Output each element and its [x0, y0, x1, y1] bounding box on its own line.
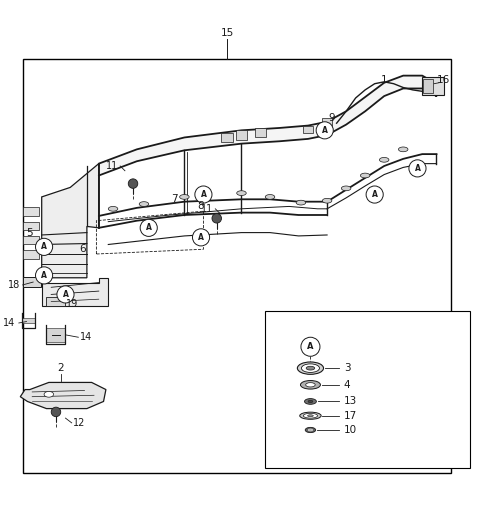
- Text: 14: 14: [3, 318, 15, 328]
- Ellipse shape: [341, 186, 351, 190]
- Ellipse shape: [44, 392, 54, 397]
- Text: 13: 13: [344, 396, 357, 406]
- Text: A: A: [372, 190, 378, 199]
- Polygon shape: [42, 164, 99, 278]
- Bar: [23, 207, 39, 216]
- Text: 6: 6: [79, 244, 85, 254]
- Ellipse shape: [398, 147, 408, 152]
- Text: 9: 9: [328, 113, 335, 123]
- Bar: [221, 133, 233, 142]
- Bar: [255, 128, 266, 138]
- Text: 10: 10: [344, 425, 357, 435]
- Text: 16: 16: [437, 75, 450, 85]
- Text: 17: 17: [344, 411, 357, 421]
- Ellipse shape: [305, 427, 316, 433]
- Text: 2: 2: [58, 363, 64, 373]
- Circle shape: [195, 186, 212, 203]
- Text: 11: 11: [201, 204, 213, 214]
- Ellipse shape: [306, 366, 315, 370]
- Ellipse shape: [304, 399, 316, 404]
- Text: A: A: [307, 342, 314, 351]
- Bar: [323, 118, 332, 125]
- Bar: [236, 131, 247, 140]
- Circle shape: [36, 267, 53, 284]
- Ellipse shape: [323, 198, 332, 203]
- Text: A: A: [62, 290, 69, 299]
- Ellipse shape: [301, 364, 320, 372]
- Ellipse shape: [108, 206, 118, 211]
- Circle shape: [51, 407, 61, 417]
- Circle shape: [212, 213, 221, 223]
- Circle shape: [366, 186, 383, 203]
- Ellipse shape: [237, 190, 246, 196]
- Ellipse shape: [360, 173, 370, 178]
- Ellipse shape: [379, 157, 389, 162]
- Text: A: A: [41, 242, 47, 251]
- Text: 19: 19: [65, 299, 78, 309]
- Text: 8: 8: [198, 202, 204, 211]
- Text: A: A: [415, 164, 420, 173]
- Circle shape: [192, 229, 210, 246]
- Ellipse shape: [308, 429, 312, 431]
- Ellipse shape: [300, 412, 321, 419]
- Circle shape: [128, 179, 138, 188]
- Ellipse shape: [308, 400, 313, 403]
- Text: 4: 4: [344, 380, 350, 390]
- Text: A: A: [198, 233, 204, 242]
- Bar: [23, 59, 451, 473]
- Bar: [265, 311, 470, 468]
- Text: 15: 15: [221, 28, 234, 38]
- Text: 5: 5: [26, 228, 33, 238]
- Bar: [23, 277, 41, 288]
- Polygon shape: [20, 383, 106, 408]
- Polygon shape: [42, 278, 108, 306]
- Ellipse shape: [139, 202, 149, 206]
- Text: 14: 14: [80, 332, 92, 342]
- Bar: [47, 328, 65, 342]
- Text: 18: 18: [8, 280, 20, 290]
- Ellipse shape: [303, 414, 318, 418]
- Text: 3: 3: [344, 363, 350, 373]
- Circle shape: [301, 337, 320, 356]
- Text: A: A: [201, 190, 206, 199]
- Bar: [23, 250, 39, 259]
- Circle shape: [409, 160, 426, 177]
- Ellipse shape: [296, 200, 306, 205]
- Circle shape: [36, 238, 53, 256]
- Circle shape: [316, 122, 333, 139]
- Text: 12: 12: [72, 418, 85, 428]
- Bar: [423, 79, 432, 93]
- Text: 11: 11: [106, 161, 118, 171]
- Bar: [47, 297, 64, 306]
- Bar: [23, 221, 39, 230]
- Ellipse shape: [298, 362, 324, 374]
- Ellipse shape: [180, 195, 189, 199]
- Text: A: A: [146, 224, 152, 232]
- Bar: [422, 77, 444, 94]
- Circle shape: [57, 286, 74, 303]
- Circle shape: [140, 219, 157, 236]
- Ellipse shape: [308, 415, 313, 417]
- Text: A: A: [322, 126, 328, 135]
- Text: 7: 7: [171, 194, 178, 204]
- Polygon shape: [99, 76, 436, 176]
- Bar: [303, 125, 313, 133]
- Text: 1: 1: [381, 75, 387, 85]
- Ellipse shape: [265, 195, 275, 199]
- Bar: [22, 318, 35, 323]
- Ellipse shape: [300, 380, 321, 389]
- Bar: [23, 236, 39, 244]
- Ellipse shape: [306, 383, 315, 387]
- Text: A: A: [41, 271, 47, 280]
